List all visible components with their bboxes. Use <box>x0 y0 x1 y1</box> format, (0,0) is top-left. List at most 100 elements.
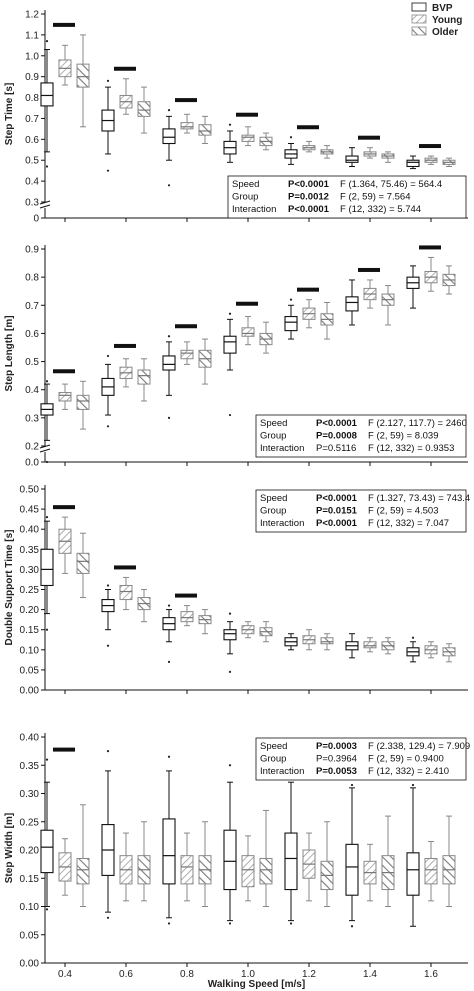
stats-box-frame <box>255 489 467 533</box>
box-iqr <box>40 829 54 874</box>
significance-bar <box>53 747 75 752</box>
box-iqr <box>119 584 133 601</box>
box-bvp-1.6 <box>406 265 420 309</box>
y-tick-label: 0.30 <box>20 789 40 800</box>
axis-break-gap <box>41 447 49 452</box>
box-older-0.4 <box>76 380 90 430</box>
box-young-0.8 <box>180 341 194 365</box>
y-tick-label: 0.15 <box>20 625 40 636</box>
outlier-point <box>289 298 293 301</box>
x-tick-label: 1.4 <box>363 969 377 980</box>
y-tick-label: 0.7 <box>25 114 39 125</box>
y-tick-label: 0.40 <box>20 525 40 536</box>
box-iqr <box>345 843 359 896</box>
box-iqr <box>162 818 176 885</box>
box-bvp-1 <box>223 764 237 925</box>
stats-f-value: F (2.127, 117.7) = 2460 <box>368 418 467 429</box>
outlier-point <box>228 670 232 674</box>
box-iqr <box>223 629 237 641</box>
box-older-0.8 <box>198 338 212 385</box>
outlier-point <box>45 628 49 631</box>
y-tick-label: 0.6 <box>25 135 39 146</box>
box-young-0.4 <box>58 383 72 410</box>
box-young-0.6 <box>119 78 133 115</box>
box-bvp-0.8 <box>162 335 176 419</box>
significance-bar <box>419 245 441 250</box>
significance-bar <box>358 135 380 140</box>
axis-break-mark <box>39 448 51 453</box>
outlier-point <box>106 425 110 428</box>
legend-swatch <box>411 14 427 24</box>
box-older-0.8 <box>198 821 212 907</box>
outlier-point <box>106 354 110 358</box>
stats-label: Interaction <box>232 204 276 215</box>
stats-box: Speed P=0.0003 F (2.338, 129.4) = 7.909 Gro… <box>255 737 470 781</box>
stats-label: Speed <box>260 493 287 504</box>
outlier-point <box>228 922 232 925</box>
x-axis-label: Walking Speed [m/s] <box>208 979 305 990</box>
box-older-0.4 <box>76 532 90 599</box>
legend-label: BVP <box>432 3 453 14</box>
stats-f-value: F (1.364, 75.46) = 564.4 <box>340 179 442 190</box>
y-tick-label: 0.4 <box>25 385 39 396</box>
panel-3: 0.00 0.05 0.10 0.15 0.20 0.25 0.30 0.35 0.40 0.45… <box>4 485 470 697</box>
box-older-1 <box>259 621 273 643</box>
box-iqr <box>76 394 90 410</box>
box-iqr <box>223 829 237 891</box>
y-tick-label: 0.30 <box>20 565 40 576</box>
box-young-1 <box>241 316 255 346</box>
box-bvp-0.6 <box>101 354 115 428</box>
stats-box: Speed P<0.0001 F (1.364, 75.46) = 564.4 Gro… <box>227 175 467 219</box>
box-older-1.2 <box>320 301 334 340</box>
outlier-point <box>167 604 171 607</box>
box-older-1.6 <box>442 265 456 295</box>
box-young-1.4 <box>363 279 377 309</box>
box-bvp-1.2 <box>284 136 298 165</box>
y-tick-label: 0.05 <box>20 665 40 676</box>
box-bvp-1.4 <box>345 279 359 326</box>
stats-label: Interaction <box>260 766 304 777</box>
box-young-1.2 <box>302 629 316 651</box>
significance-bar <box>236 112 258 117</box>
significance-bar <box>53 22 75 27</box>
box-iqr <box>345 296 359 312</box>
x-tick-label: 1.2 <box>302 969 316 980</box>
box-young-1 <box>241 835 255 902</box>
stats-label: Group <box>260 431 286 442</box>
outlier-point <box>45 460 49 464</box>
stats-f-value: F (12, 332) = 5.744 <box>340 204 421 215</box>
box-iqr <box>180 349 194 360</box>
box-bvp-1.2 <box>284 769 298 925</box>
outlier-point <box>106 644 110 647</box>
box-older-1.6 <box>442 643 456 663</box>
box-young-1.2 <box>302 832 316 902</box>
stats-label: Group <box>260 754 286 765</box>
stats-p-value: P=0.0003 <box>316 741 357 752</box>
box-bvp-0.8 <box>162 108 176 187</box>
stats-f-value: F (2.338, 129.4) = 7.909 <box>368 741 470 752</box>
box-bvp-0.4 <box>40 516 54 631</box>
box-young-0.4 <box>58 44 72 86</box>
stats-label: Speed <box>260 418 287 429</box>
outlier-point <box>167 922 171 925</box>
outlier-point <box>45 908 49 911</box>
outlier-point <box>106 916 110 919</box>
box-bvp-1 <box>223 612 237 674</box>
y-tick-label: 0.05 <box>20 930 40 941</box>
box-iqr <box>406 852 420 896</box>
box-older-0.6 <box>137 589 151 623</box>
stats-f-value: F (1.327, 73.43) = 743.4 <box>368 493 470 504</box>
stats-p-value: P=0.3964 <box>316 754 357 765</box>
stats-box-frame <box>227 175 467 219</box>
outlier-point <box>167 755 171 758</box>
box-bvp-1.6 <box>406 155 420 170</box>
significance-bar <box>53 369 75 374</box>
y-tick-label: 0.9 <box>25 245 39 256</box>
outlier-point <box>45 40 49 43</box>
box-young-1.2 <box>302 140 316 153</box>
box-young-1.6 <box>424 641 438 659</box>
y-tick-label: 0.20 <box>20 605 40 616</box>
box-older-0.6 <box>137 358 151 402</box>
stats-p-value: P<0.0001 <box>288 204 330 215</box>
